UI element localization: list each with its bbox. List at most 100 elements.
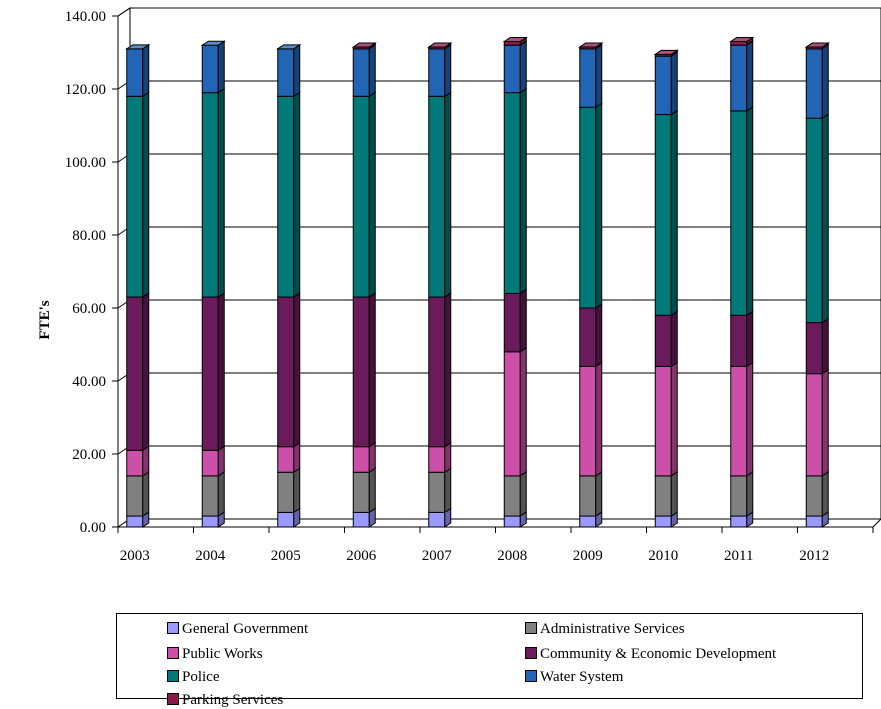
bar-segment	[654, 55, 672, 116]
bar-segment	[201, 296, 219, 451]
legend: General Government Administrative Service…	[116, 613, 863, 708]
bar-stack	[125, 43, 151, 528]
bar-segment	[805, 48, 823, 119]
bar-segment-side	[670, 361, 678, 477]
y-tick-label: 140.00	[65, 9, 106, 25]
bar-segment-side	[519, 288, 527, 353]
x-tick-label: 2004	[195, 548, 226, 564]
bar-segment	[654, 515, 672, 528]
bar-segment	[654, 365, 672, 477]
legend-swatch	[525, 670, 537, 683]
bar-segment	[352, 296, 370, 448]
bar-segment	[730, 41, 748, 46]
legend-label: Public Works	[182, 646, 263, 662]
bar-segment	[579, 307, 597, 367]
bar-segment-side	[217, 445, 225, 477]
bar-segment	[201, 92, 219, 298]
bar-segment	[126, 48, 144, 97]
bar-segment-side	[519, 40, 527, 94]
bar-stack	[200, 40, 226, 528]
bar-segment	[579, 365, 597, 477]
x-tick-label: 2008	[497, 548, 527, 564]
bar-segment-side	[821, 470, 829, 517]
legend-label: Parking Services	[182, 692, 284, 708]
bar-segment	[503, 351, 521, 477]
bar-stack	[804, 42, 830, 528]
bar-segment	[277, 511, 295, 528]
bar-segment	[352, 471, 370, 513]
bar-segment-side	[670, 310, 678, 368]
bar-segment	[730, 110, 748, 316]
x-tick-label: 2011	[724, 548, 753, 564]
legend-swatch	[167, 693, 179, 706]
legend-label: Police	[182, 669, 220, 685]
legend-item: Public Works	[167, 645, 263, 663]
bar-segment	[579, 515, 597, 528]
bar-segment-side	[293, 43, 301, 98]
bar-segment-side	[368, 467, 376, 514]
bar-segment-side	[595, 102, 603, 309]
bar-segment-side	[142, 43, 150, 98]
bar-segment	[126, 95, 144, 298]
bar-segment	[654, 475, 672, 517]
bar-segment-side	[444, 43, 452, 98]
gridline-side	[117, 7, 131, 17]
bar-segment-side	[595, 303, 603, 368]
bar-segment	[503, 44, 521, 94]
bar-segment	[428, 471, 446, 513]
bar-stack	[729, 36, 755, 528]
legend-label: Water System	[540, 669, 624, 685]
bar-segment-side	[293, 441, 301, 474]
y-tick-label: 100.00	[65, 155, 106, 171]
bar-top	[502, 37, 528, 43]
bar-segment-side	[142, 292, 150, 452]
y-tick-label: 120.00	[65, 82, 106, 98]
bar-segment-side	[519, 470, 527, 517]
bar-segment-side	[217, 292, 225, 452]
bar-segment-side	[670, 470, 678, 517]
bar-segment	[805, 515, 823, 528]
bar-segment-side	[368, 441, 376, 474]
x-tick-label: 2009	[573, 548, 603, 564]
bar-stack	[276, 43, 302, 528]
bar-segment-side	[368, 292, 376, 448]
bar-top	[804, 42, 830, 48]
y-axis-title: FTE's	[37, 300, 53, 339]
y-tick-labels: 0.00 20.00 40.00 60.00 80.00 100.00 120.00 140.…	[65, 9, 106, 536]
x-tick-label: 2007	[422, 548, 453, 564]
bar-top	[200, 40, 226, 46]
bar-top	[125, 44, 151, 50]
bar-segment-side	[444, 441, 452, 474]
legend-swatch	[525, 647, 537, 660]
bar-segment	[352, 95, 370, 298]
bar-segment-side	[217, 87, 225, 298]
bar-segment-side	[217, 470, 225, 517]
bar-segment	[654, 314, 672, 367]
legend-item: Water System	[525, 668, 623, 686]
x-tick-label: 2012	[799, 548, 829, 564]
bar-segment	[428, 48, 446, 97]
bar-segment-side	[142, 470, 150, 517]
legend-item: Administrative Services	[525, 620, 685, 638]
bar-segment	[730, 44, 748, 112]
bar-segment	[503, 92, 521, 294]
bar-top	[276, 44, 302, 50]
bar-stack	[653, 49, 679, 528]
bar-top	[427, 42, 453, 48]
bar-segment-side	[368, 43, 376, 98]
bar-segment	[730, 475, 748, 517]
y-tick-label: 20.00	[72, 447, 106, 463]
bar-segment-side	[670, 51, 678, 116]
bar-top	[351, 42, 377, 48]
bar-segment	[126, 449, 144, 477]
bar-segment	[277, 446, 295, 473]
bar-segment-side	[368, 91, 376, 298]
legend-item: Community & Economic Development	[525, 645, 776, 663]
bar-segment	[428, 511, 446, 528]
bar-segment-side	[821, 368, 829, 477]
bar-segment-side	[670, 109, 678, 317]
y-tick-label: 0.00	[80, 520, 106, 536]
bar-segment	[126, 515, 144, 528]
bar-segment-side	[293, 91, 301, 298]
